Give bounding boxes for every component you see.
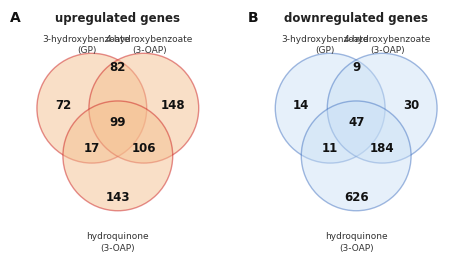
Circle shape	[327, 53, 437, 163]
Circle shape	[275, 53, 385, 163]
Circle shape	[63, 101, 173, 211]
Title: upregulated genes: upregulated genes	[55, 12, 180, 25]
Text: B: B	[248, 11, 258, 25]
Text: 47: 47	[348, 116, 365, 129]
Text: 11: 11	[322, 142, 338, 155]
Title: downregulated genes: downregulated genes	[284, 12, 428, 25]
Circle shape	[37, 53, 147, 163]
Text: 3-hydroxybenzoate
(GP): 3-hydroxybenzoate (GP)	[43, 35, 130, 55]
Text: 143: 143	[106, 191, 130, 204]
Circle shape	[89, 53, 199, 163]
Text: 3-hydroxybenzoate
(GP): 3-hydroxybenzoate (GP)	[281, 35, 369, 55]
Text: hydroquinone
(3-OAP): hydroquinone (3-OAP)	[325, 232, 387, 252]
Text: 17: 17	[84, 142, 100, 155]
Text: 184: 184	[370, 142, 394, 155]
Text: 4-hydroxybenzoate
(3-OAP): 4-hydroxybenzoate (3-OAP)	[344, 35, 431, 55]
Text: 99: 99	[109, 116, 126, 129]
Text: 148: 148	[160, 99, 185, 112]
Text: 4-hydroxybenzoate
(3-OAP): 4-hydroxybenzoate (3-OAP)	[106, 35, 193, 55]
Text: 30: 30	[403, 99, 419, 112]
Circle shape	[301, 101, 411, 211]
Text: A: A	[9, 11, 20, 25]
Text: 14: 14	[293, 99, 310, 112]
Text: 9: 9	[352, 61, 360, 74]
Text: 106: 106	[132, 142, 156, 155]
Text: 626: 626	[344, 191, 368, 204]
Text: hydroquinone
(3-OAP): hydroquinone (3-OAP)	[87, 232, 149, 252]
Text: 72: 72	[55, 99, 71, 112]
Text: 82: 82	[109, 61, 126, 74]
